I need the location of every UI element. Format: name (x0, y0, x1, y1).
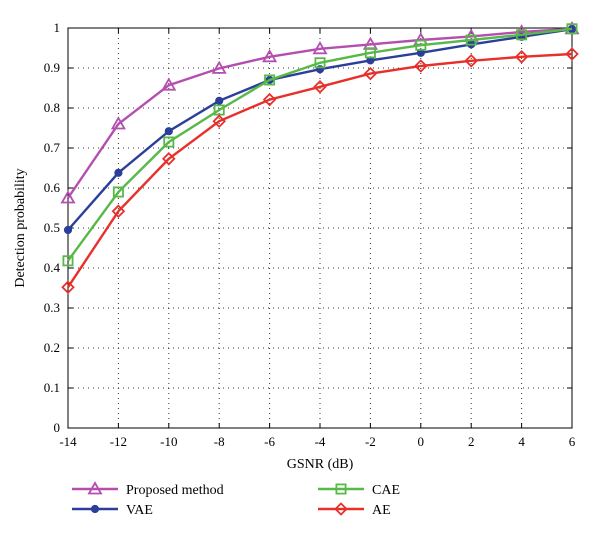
data-point-ae (111, 204, 126, 218)
data-point-cae (112, 186, 124, 198)
data-point-cae (566, 23, 578, 35)
legend-item-cae: CAE (318, 483, 400, 498)
series-cae (62, 23, 578, 267)
series-ae (61, 47, 579, 294)
y-tick-label: 0.8 (44, 100, 60, 115)
y-tick-label: 0.4 (44, 260, 61, 275)
legend-swatch-marker (335, 483, 347, 495)
legend-label: CAE (372, 483, 400, 498)
data-point-cae (364, 47, 376, 59)
legend-swatch-marker (334, 502, 348, 516)
data-point-cae (264, 74, 276, 86)
x-tick-label: 6 (569, 434, 576, 449)
legend-item-vae: VAE (72, 503, 153, 518)
x-tick-label: -2 (365, 434, 376, 449)
data-point-cae (465, 34, 477, 46)
data-point-cae (415, 39, 427, 51)
data-point-cae (163, 136, 175, 148)
series-proposed-method (60, 20, 580, 204)
data-point-ae (262, 92, 277, 107)
legend-item-proposed-method: Proposed method (72, 481, 224, 498)
legend-swatch-marker (90, 504, 100, 514)
legend-swatch-marker (87, 481, 103, 495)
data-point-cae (314, 57, 326, 69)
data-point-cae (516, 29, 528, 41)
data-point-ae (212, 114, 226, 128)
data-point-ae (514, 50, 529, 64)
data-point-ae (363, 66, 378, 81)
data-point-vae (63, 225, 73, 235)
y-tick-label: 0.7 (44, 140, 61, 155)
data-point-proposed-method (60, 190, 76, 204)
data-point-proposed-method (312, 40, 328, 55)
series-vae (63, 25, 577, 235)
data-point-proposed-method (110, 116, 126, 130)
data-point-ae (162, 152, 176, 166)
x-tick-label: 4 (518, 434, 525, 449)
y-tick-label: 0.5 (44, 220, 60, 235)
y-tick-label: 0.3 (44, 300, 60, 315)
x-tick-label: -12 (110, 434, 127, 449)
data-point-ae (61, 280, 75, 294)
x-tick-label: -14 (59, 434, 77, 449)
legend-item-ae: AE (318, 502, 391, 518)
x-tick-label: 0 (418, 434, 425, 449)
x-tick-label: 2 (468, 434, 475, 449)
series-line-ae (66, 52, 573, 288)
y-tick-label: 0.9 (44, 60, 60, 75)
x-tick-label: -4 (315, 434, 326, 449)
series-line-proposed-method (67, 27, 573, 199)
data-point-ae (464, 54, 478, 68)
data-point-proposed-method (262, 48, 278, 63)
y-tick-label: 0 (54, 420, 61, 435)
legend-label: VAE (126, 503, 153, 518)
data-point-proposed-method (211, 60, 227, 74)
legend-label: AE (372, 503, 391, 518)
series-line-cae (67, 27, 573, 262)
y-tick-label: 0.6 (44, 180, 61, 195)
data-point-vae (114, 168, 123, 177)
y-tick-label: 0.1 (44, 380, 60, 395)
x-tick-label: -10 (160, 434, 177, 449)
y-axis-label: Detection probability (13, 168, 28, 287)
data-point-ae (414, 59, 428, 73)
data-point-cae (62, 255, 74, 267)
legend-label: Proposed method (126, 483, 224, 498)
data-point-vae (215, 96, 224, 105)
y-tick-label: 0.2 (44, 340, 60, 355)
data-point-vae (164, 127, 173, 136)
data-point-ae (313, 80, 327, 94)
data-point-ae (565, 47, 579, 61)
x-tick-label: -8 (214, 434, 225, 449)
x-tick-label: -6 (264, 434, 275, 449)
y-tick-label: 1 (54, 20, 61, 35)
data-point-proposed-method (161, 77, 177, 91)
x-axis-label: GSNR (dB) (287, 457, 354, 472)
